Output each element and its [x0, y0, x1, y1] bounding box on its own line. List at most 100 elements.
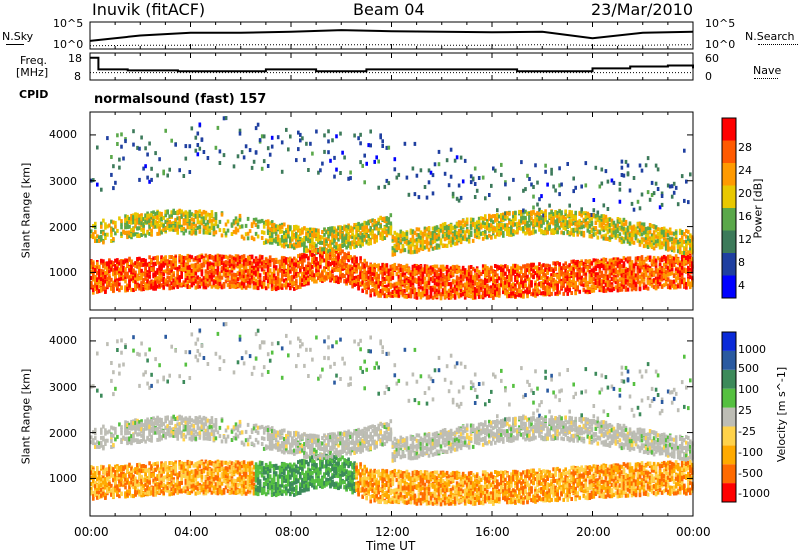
power-cell	[114, 270, 117, 275]
power-cell	[158, 276, 161, 281]
power-cell	[178, 283, 181, 288]
power-cell	[218, 228, 222, 233]
power-cell	[184, 256, 188, 261]
power-cell	[100, 271, 103, 276]
power-cell	[100, 237, 103, 242]
power-cell	[287, 147, 290, 152]
power-cell	[194, 266, 198, 271]
power-cell	[393, 252, 397, 257]
power-cell	[437, 162, 441, 167]
power-cell	[260, 236, 264, 240]
power-cell	[96, 271, 99, 276]
power-cell	[381, 139, 384, 144]
power-cell	[186, 257, 190, 261]
power-cell	[142, 224, 145, 228]
power-cell	[154, 151, 157, 156]
power-cell	[148, 269, 151, 274]
power-cell	[182, 255, 186, 260]
power-cell	[134, 264, 137, 268]
power-cell	[126, 263, 129, 268]
power-cell	[106, 278, 109, 283]
power-cell	[104, 261, 107, 266]
power-cell	[154, 261, 157, 266]
power-cell	[100, 281, 103, 286]
power-cell	[387, 217, 391, 222]
power-cell	[132, 220, 135, 225]
power-cell	[471, 176, 475, 181]
power-cell	[524, 215, 527, 220]
power-cell	[361, 163, 364, 168]
power-cell	[138, 276, 141, 281]
power-cell	[490, 183, 493, 188]
power-cell	[180, 214, 183, 219]
power-cell	[176, 209, 179, 214]
power-cell	[138, 286, 141, 291]
power-heatmap-cells	[90, 116, 694, 301]
power-cell	[196, 264, 200, 269]
power-cell	[186, 269, 190, 274]
power-cell	[182, 268, 186, 272]
power-cell	[359, 160, 362, 165]
power-cell	[90, 283, 93, 288]
power-cell	[174, 276, 177, 281]
power-cell	[114, 264, 117, 268]
power-cell	[190, 222, 194, 227]
power-cell	[309, 141, 312, 146]
power-cell	[280, 169, 284, 174]
power-cell	[116, 270, 119, 275]
power-cell	[152, 281, 155, 286]
power-cell	[389, 226, 393, 230]
power-cell	[136, 260, 139, 265]
power-cell	[132, 217, 135, 222]
power-cell	[168, 283, 171, 288]
power-cell	[120, 259, 123, 264]
power-cell	[184, 214, 188, 219]
power-cell	[184, 216, 188, 221]
power-cell	[174, 257, 177, 262]
power-cell	[514, 215, 517, 220]
power-cell	[166, 275, 169, 280]
power-cell	[188, 264, 192, 269]
power-cell	[156, 211, 159, 215]
power-cell	[104, 265, 107, 270]
power-cell	[132, 129, 135, 134]
power-cell	[148, 141, 151, 146]
power-cell	[182, 212, 186, 217]
power-cell	[405, 175, 409, 180]
power-cell	[315, 243, 318, 248]
power-cell	[469, 270, 473, 275]
power-cell	[333, 155, 336, 160]
power-cell	[104, 236, 107, 240]
power-cell	[411, 234, 415, 239]
power-cell	[194, 212, 198, 217]
power-cell	[106, 224, 109, 229]
power-cell	[377, 275, 380, 279]
power-cell	[238, 217, 242, 222]
power-cell	[116, 260, 119, 265]
power-cell	[90, 229, 93, 234]
power-cell	[254, 150, 258, 155]
power-cell	[98, 264, 101, 269]
power-cell	[126, 258, 129, 263]
power-cell	[118, 216, 121, 221]
power-cell	[140, 272, 143, 277]
power-cell	[120, 225, 123, 230]
power-cell	[168, 270, 171, 275]
power-cell	[150, 258, 153, 263]
power-cell	[184, 264, 188, 269]
power-cell	[196, 143, 200, 147]
power-cell	[383, 184, 387, 189]
power-cell	[162, 269, 165, 274]
power-cell	[218, 149, 222, 154]
power-cell	[156, 268, 159, 273]
power-cell	[160, 267, 163, 272]
power-cell	[192, 268, 196, 273]
power-cell	[524, 187, 527, 192]
power-cell	[186, 285, 190, 289]
power-cell	[166, 267, 169, 272]
power-cell	[192, 226, 196, 231]
power-cell	[146, 213, 149, 218]
power-cell	[150, 232, 153, 237]
power-cell	[467, 239, 471, 244]
power-cell	[122, 260, 125, 265]
